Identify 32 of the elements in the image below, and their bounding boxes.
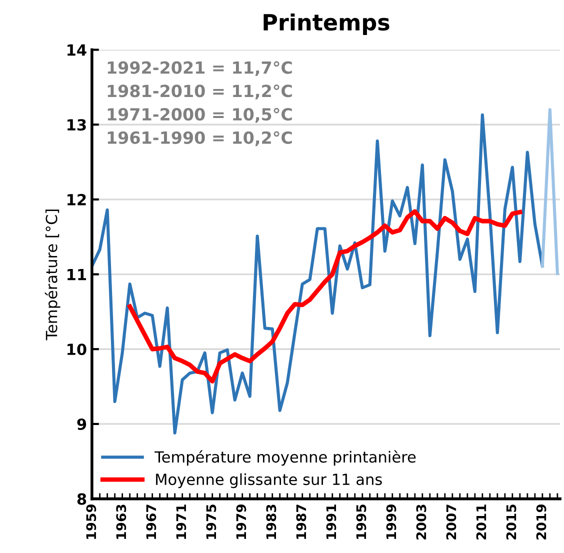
x-tick-label: 2011 <box>476 504 486 540</box>
x-tick-label: 2003 <box>416 504 426 540</box>
annotation: 1992-2021 = 11,7°C <box>108 61 292 76</box>
x-tick-label: 1995 <box>356 504 366 539</box>
legend-label: Température moyenne printanière <box>154 450 416 466</box>
x-tick-label: 1959 <box>86 504 96 539</box>
y-tick-label: 9 <box>77 418 86 430</box>
y-tick-label: 8 <box>77 493 86 505</box>
x-tick-label: 1971 <box>176 504 186 539</box>
x-tick-label: 2015 <box>506 504 516 540</box>
y-tick-label: 13 <box>68 119 86 131</box>
legend-label: Moyenne glissante sur 11 ans <box>156 473 382 488</box>
x-tick-label: 1999 <box>386 504 396 539</box>
annotation: 1961-1990 = 10,2°C <box>108 131 292 146</box>
x-tick-label: 1967 <box>146 504 156 539</box>
y-tick-label: 10 <box>68 344 86 356</box>
line-series <box>128 209 522 384</box>
chart-title: Printemps <box>264 13 390 35</box>
x-tick-label: 1963 <box>116 504 126 539</box>
y-tick-label: 11 <box>68 268 86 280</box>
y-axis-title: Température [°C] <box>44 210 60 340</box>
y-tick-label: 14 <box>68 44 86 56</box>
x-tick-label: 1975 <box>206 504 216 539</box>
x-tick-label: 2007 <box>446 504 456 540</box>
x-tick-label: 2019 <box>536 504 546 540</box>
y-tick-label: 12 <box>68 194 86 206</box>
x-tick-label: 1979 <box>236 504 246 539</box>
annotation: 1971-2000 = 10,5°C <box>108 108 292 123</box>
x-tick-label: 1983 <box>266 504 276 539</box>
x-tick-label: 1991 <box>326 504 336 539</box>
x-tick-label: 1987 <box>296 504 306 539</box>
annotation: 1981-2010 = 11,2°C <box>108 84 292 100</box>
